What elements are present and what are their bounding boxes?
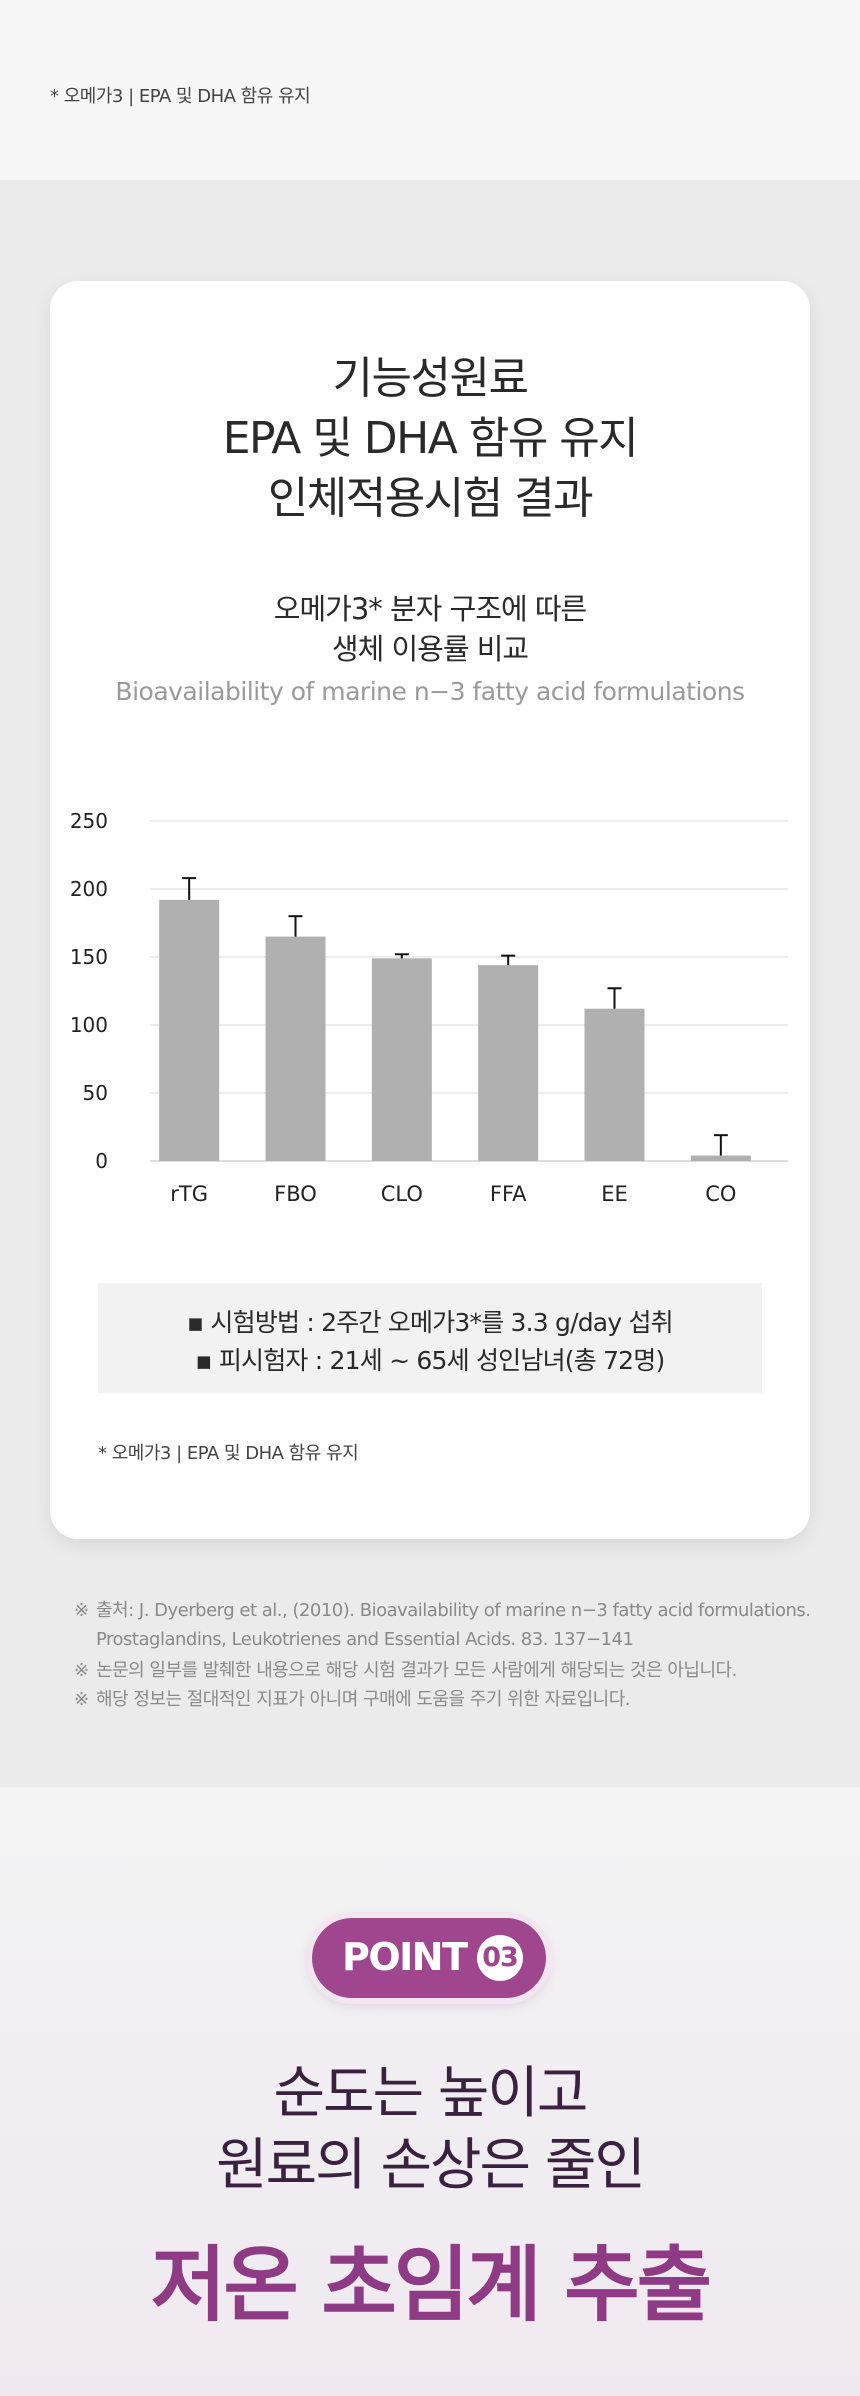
reference-mark: ※ [74,1600,89,1621]
point-badge: POINT 03 [312,1918,546,1998]
x-tick-label: FFA [490,1182,527,1206]
y-tick-label: 150 [70,945,108,969]
y-tick-label: 50 [83,1081,108,1105]
reference-mark: ※ [74,1660,89,1681]
bar-fbo [265,936,326,1161]
test-method-box: ▪ 시험방법 : 2주간 오메가3*를 3.3 g/day 섭취 ▪ 피시험자 … [98,1283,762,1393]
chart-subtitle-line: 오메가3* 분자 구조에 따른 [273,592,587,626]
x-tick-label: CO [705,1182,736,1206]
subjects-row: ▪ 피시험자 : 21세 ~ 65세 성인남녀(총 72명) [195,1346,666,1375]
bioavailability-bar-chart: 0 50 100 150 200 250 rTG FBO CLO FFA EE CO [70,809,788,1206]
chart-subtitle-line: 생체 이용률 비교 [331,632,529,666]
point-number-badge: 03 [477,1935,523,1981]
card-footnote: * 오메가3 | EPA 및 DHA 함유 유지 [98,1443,359,1464]
x-tick-label: rTG [170,1182,208,1206]
top-footnote: * 오메가3 | EPA 및 DHA 함유 유지 [50,86,311,107]
point-label: POINT [342,1935,468,1979]
x-tick-label: CLO [381,1182,423,1206]
y-tick-label: 250 [70,809,108,833]
point-section [0,1787,860,2396]
headline-line: 순도는 높이고 [273,2061,589,2126]
chart-title-english: Bioavailability of marine n−3 fatty acid… [115,677,745,706]
card-title-line: 기능성원료 [332,353,529,404]
x-tick-label: EE [601,1182,628,1206]
test-method-row: ▪ 시험방법 : 2주간 오메가3*를 3.3 g/day 섭취 [187,1308,674,1337]
top-band: * 오메가3 | EPA 및 DHA 함유 유지 [0,0,860,180]
bar-rtg [159,899,220,1161]
results-card: 기능성원료 EPA 및 DHA 함유 유지 인체적용시험 결과 오메가3* 분자… [50,281,810,1539]
point-headline: 순도는 높이고 원료의 손상은 줄인 [0,2058,860,2202]
disclaimer-text: 논문의 일부를 발췌한 내용으로 해당 시험 결과가 모든 사람에게 해당되는 … [96,1660,737,1681]
source-notes: ※ 출처: J. Dyerberg et al., (2010). Bioava… [74,1596,814,1714]
headline-line: 원료의 손상은 줄인 [216,2133,646,2198]
chart-subtitle: 오메가3* 분자 구조에 따른 생체 이용률 비교 [50,589,810,669]
disclaimer-note: ※ 해당 정보는 절대적인 지표가 아니며 구매에 도움을 주기 위한 자료입니… [74,1685,814,1714]
disclaimer-text: 해당 정보는 절대적인 지표가 아니며 구매에 도움을 주기 위한 자료입니다. [96,1689,631,1710]
source-citation-line: Prostaglandins, Leukotrienes and Essenti… [96,1629,634,1650]
reference-mark: ※ [74,1689,89,1710]
bar-ffa [478,965,539,1161]
headline-emphasis: 저온 초임계 추출 [150,2238,712,2333]
card-title-line: EPA 및 DHA 함유 유지 [222,413,639,464]
x-tick-label: FBO [274,1182,317,1206]
source-citation-line: 출처: J. Dyerberg et al., (2010). Bioavail… [96,1600,811,1621]
source-citation: ※ 출처: J. Dyerberg et al., (2010). Bioava… [74,1596,814,1654]
card-title: 기능성원료 EPA 및 DHA 함유 유지 인체적용시험 결과 [50,349,810,529]
y-tick-label: 200 [70,877,108,901]
y-tick-label: 100 [70,1013,108,1037]
y-tick-label: 0 [95,1149,108,1173]
card-title-line: 인체적용시험 결과 [267,473,594,524]
bar-ee [584,1008,645,1161]
bar-co [690,1155,751,1161]
bar-clo [371,958,432,1161]
disclaimer-note: ※ 논문의 일부를 발췌한 내용으로 해당 시험 결과가 모든 사람에게 해당되… [74,1656,814,1685]
